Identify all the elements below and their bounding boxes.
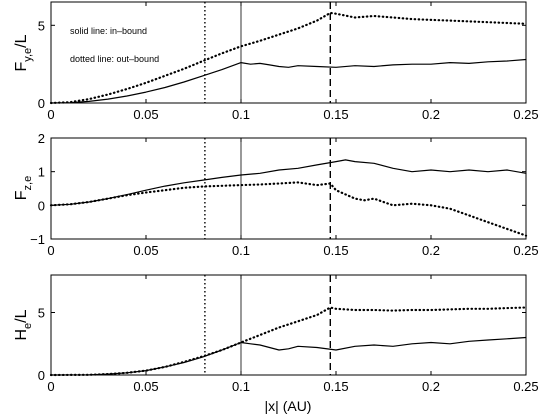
panel-fye: 0 0.05 0.1 0.15 0.2 0.25 0 5 solid line: in–bou… bbox=[13, 1, 539, 122]
ylabel-he: He/L bbox=[13, 309, 34, 340]
ylabel-fze: Fz,e bbox=[13, 176, 34, 200]
series-line-dotted bbox=[49, 11, 528, 105]
x-tick-label: 0.25 bbox=[513, 243, 538, 258]
x-tick-label: 0.1 bbox=[232, 379, 250, 394]
x-tick-label: 0.1 bbox=[232, 243, 250, 258]
y-tick-label: 5 bbox=[38, 306, 45, 321]
x-tick-label: 0.2 bbox=[422, 107, 440, 122]
x-tick-label: 0.25 bbox=[513, 379, 538, 394]
x-tick-label: 0 bbox=[47, 379, 54, 394]
series-line-dotted bbox=[49, 181, 528, 237]
ylabel-tail: /L bbox=[13, 34, 30, 47]
ylabel-fye: Fy,e/L bbox=[13, 34, 34, 71]
x-tick-label: 0 bbox=[47, 243, 54, 258]
y-tick-label: 5 bbox=[38, 18, 45, 33]
ylabel-sub: e bbox=[22, 323, 34, 329]
x-tick-label: 0.2 bbox=[422, 243, 440, 258]
series-line-dotted bbox=[49, 306, 528, 377]
x-tick-label: 0.15 bbox=[323, 243, 348, 258]
y-tick-label: −1 bbox=[30, 232, 45, 247]
series-line-solid bbox=[50, 159, 527, 206]
x-tick-label: 0.1 bbox=[232, 107, 250, 122]
axes-frame bbox=[50, 137, 527, 240]
y-tick-label: 0 bbox=[38, 96, 45, 111]
ylabel-main: F bbox=[13, 190, 30, 200]
y-tick-label: 0 bbox=[38, 368, 45, 383]
xlabel: |x| (AU) bbox=[265, 398, 312, 414]
axes-frame bbox=[50, 274, 527, 376]
axes-frame bbox=[50, 1, 527, 104]
x-tick-label: 0.05 bbox=[133, 379, 158, 394]
x-tick-label: 0.25 bbox=[513, 107, 538, 122]
annotation-solid-line: solid line: in–bound bbox=[70, 26, 147, 36]
y-tick-label: 1 bbox=[38, 165, 45, 180]
x-tick-label: 0.2 bbox=[422, 379, 440, 394]
annotation-dotted-line: dotted line: out–bound bbox=[70, 54, 159, 64]
series-line-solid bbox=[50, 58, 527, 104]
ylabel-sub: z,e bbox=[22, 176, 34, 191]
x-tick-label: 0.05 bbox=[133, 107, 158, 122]
y-tick-label: 0 bbox=[38, 198, 45, 213]
ylabel-tail: /L bbox=[13, 309, 30, 322]
ylabel-sub: y,e bbox=[22, 48, 34, 62]
x-tick-label: 0.05 bbox=[133, 243, 158, 258]
x-tick-label: 0.15 bbox=[323, 107, 348, 122]
x-tick-label: 0 bbox=[47, 107, 54, 122]
y-tick-label: 2 bbox=[38, 131, 45, 146]
x-tick-label: 0.15 bbox=[323, 379, 348, 394]
ylabel-main: H bbox=[13, 329, 30, 341]
panel-he: 0 0.05 0.1 0.15 0.2 0.25 0 5 He/L |x| (AU) bbox=[13, 274, 539, 414]
ylabel-main: F bbox=[13, 61, 30, 71]
